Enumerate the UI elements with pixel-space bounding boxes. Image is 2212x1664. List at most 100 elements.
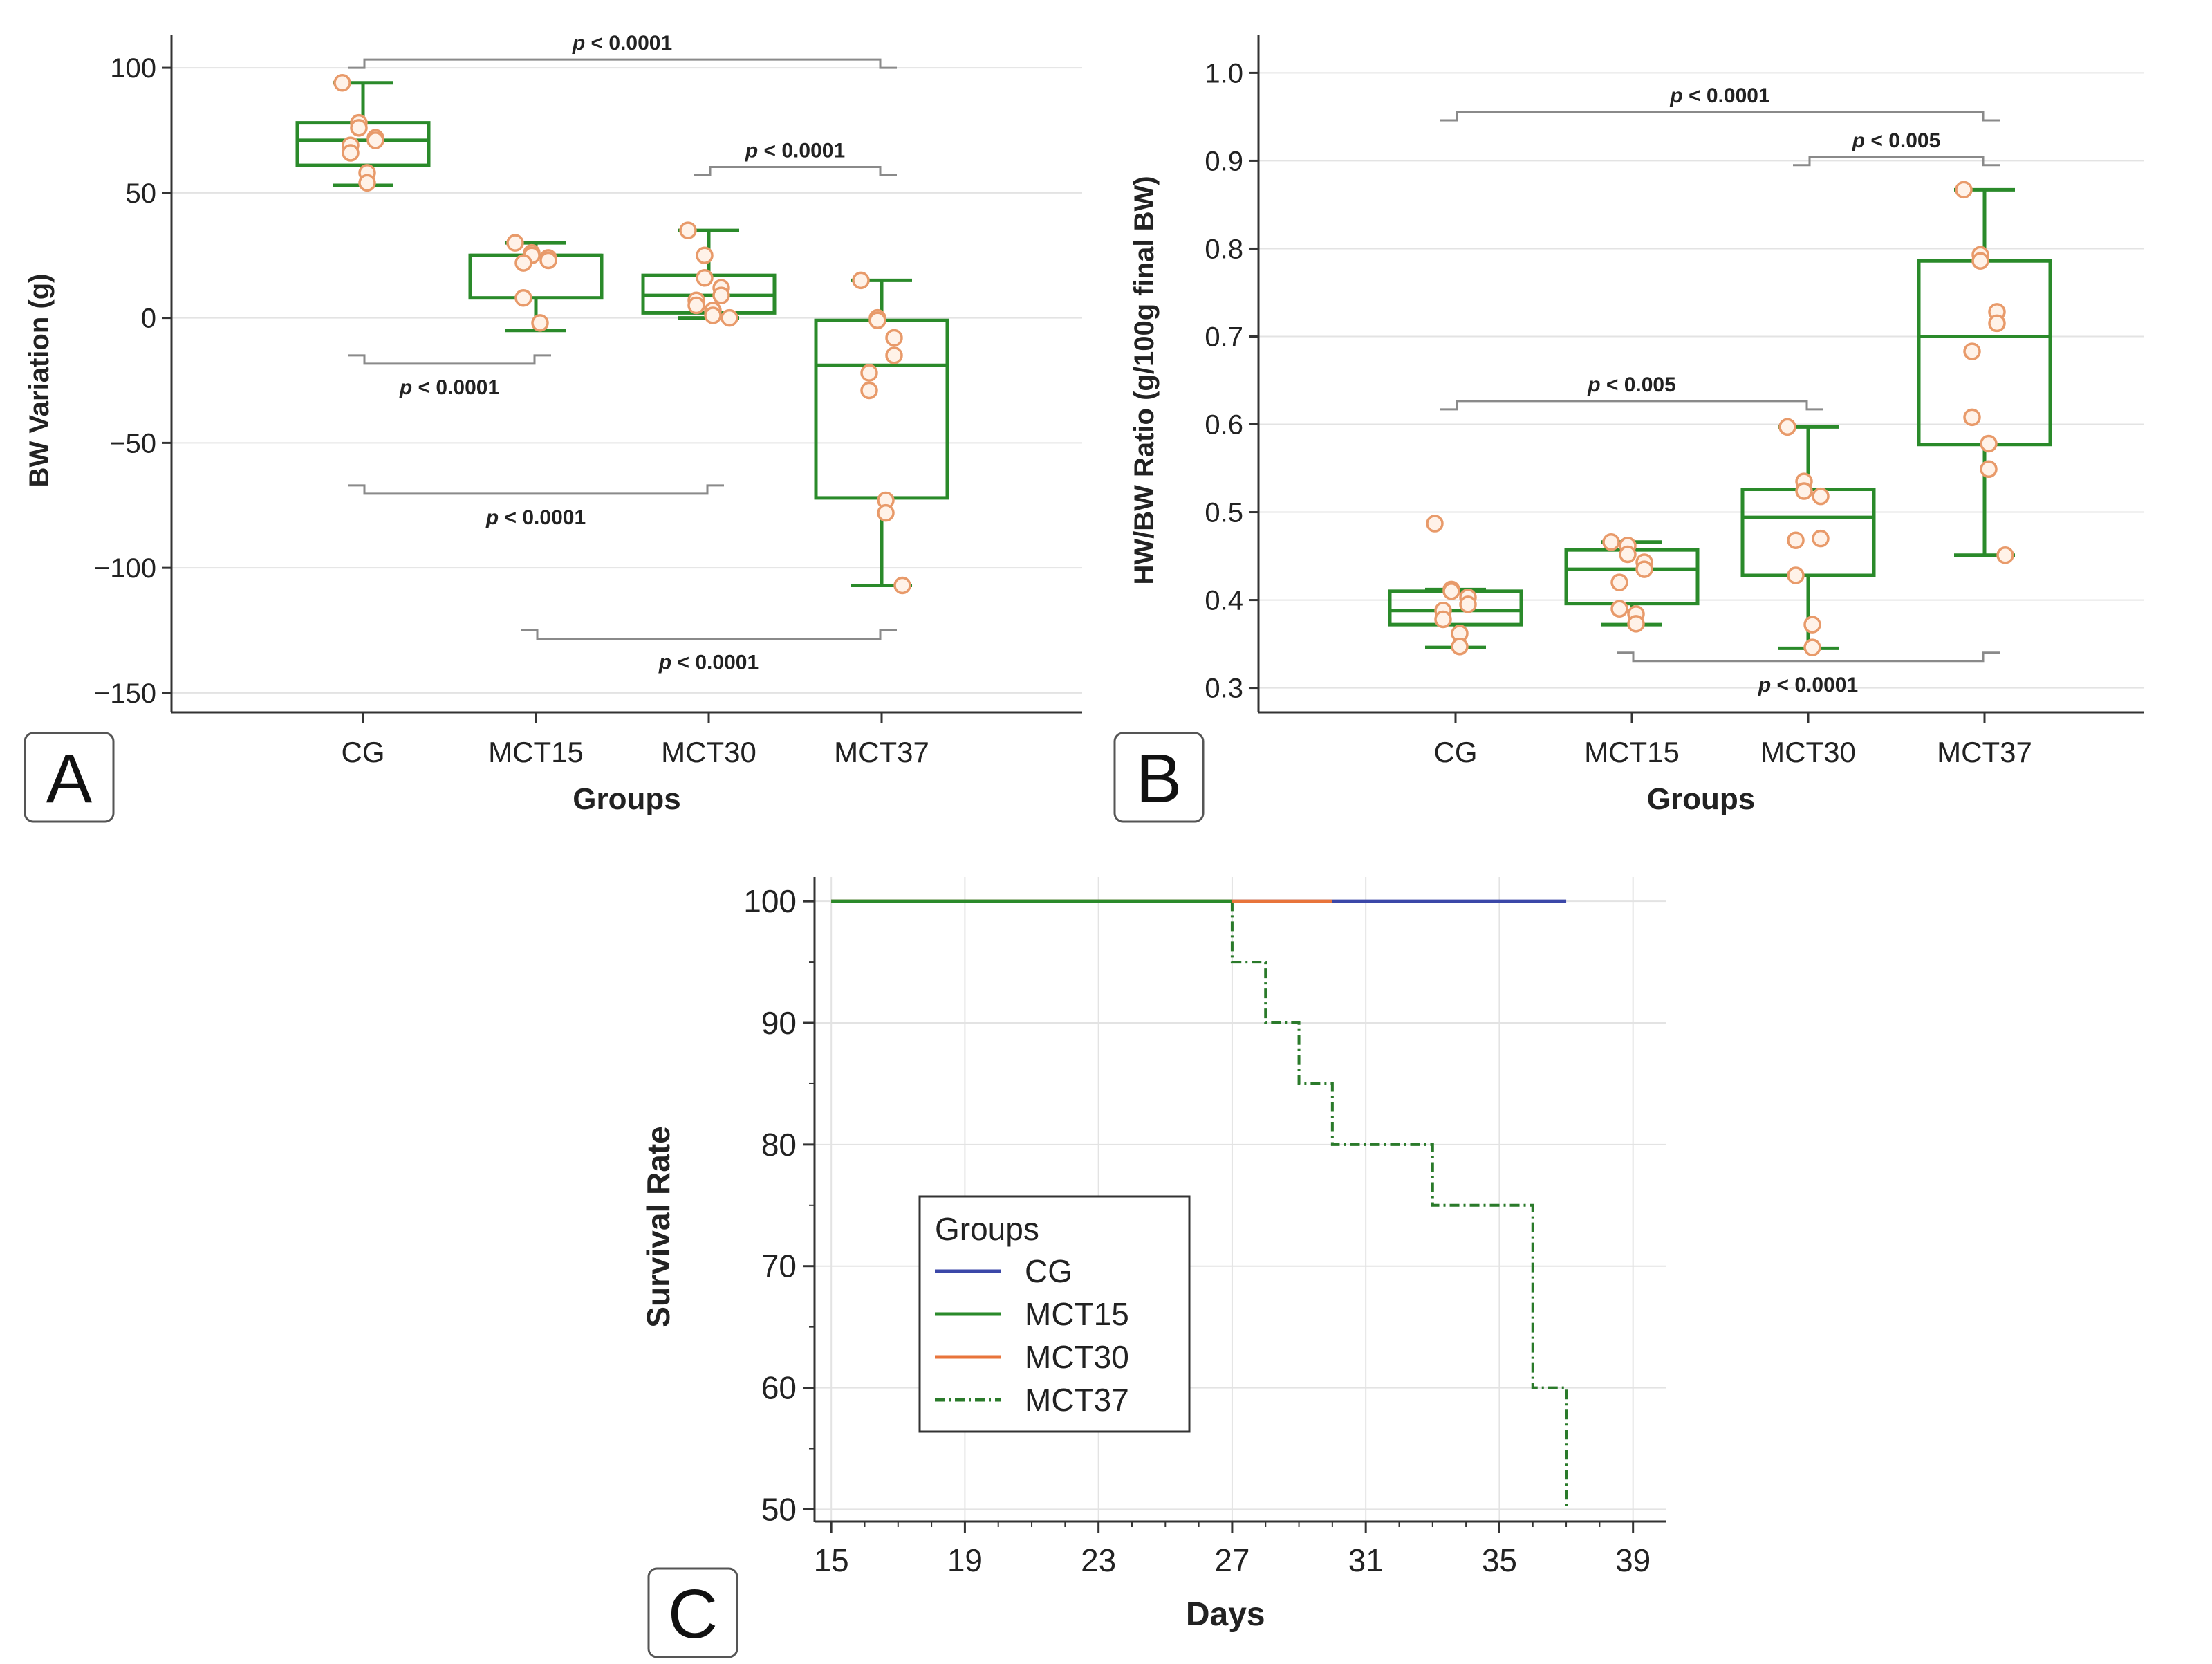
- y-tick-label: 0: [141, 304, 156, 334]
- data-point: [333, 74, 351, 92]
- data-point: [1627, 615, 1645, 633]
- x-tick-label: 39: [1615, 1542, 1651, 1578]
- data-point: [1812, 529, 1830, 548]
- x-tick-label: MCT15: [488, 736, 584, 768]
- p-value-label: p < 0.005: [1587, 373, 1676, 396]
- y-tick-label: 0.3: [1205, 674, 1243, 704]
- data-point: [877, 503, 895, 522]
- y-tick-label: 0.7: [1205, 322, 1243, 352]
- x-tick-label: MCT15: [1584, 736, 1680, 768]
- panel-letter-box: [647, 1567, 738, 1658]
- data-point: [1980, 434, 1998, 453]
- data-point: [1803, 616, 1821, 634]
- p-value: < 0.0001: [678, 651, 759, 674]
- data-point: [687, 296, 705, 315]
- panel-letter-badge: B: [1113, 732, 1205, 823]
- data-point: [1955, 181, 1973, 199]
- box-mct15: [468, 234, 604, 333]
- p-value-label: p < 0.0001: [1758, 674, 1858, 696]
- data-point: [1996, 546, 2014, 564]
- panel-a: 100 50 0 −50 −100 −150 CG MCT15 MCT30 MCT37 Groups…: [24, 32, 1082, 823]
- data-point: [1980, 460, 1998, 479]
- data-point: [1426, 515, 1444, 533]
- x-tick-label: 31: [1348, 1542, 1384, 1578]
- data-point: [358, 174, 376, 192]
- data-point: [514, 254, 532, 272]
- data-point: [1610, 573, 1628, 591]
- p-value-label: p < 0.0001: [485, 506, 586, 529]
- series-line-mct37: [831, 900, 1568, 1510]
- box-mct15: [1564, 533, 1700, 633]
- y-axis-title: BW Variation (g): [24, 274, 55, 488]
- y-axis-title: Survival Rate: [640, 1126, 676, 1327]
- p-value: < 0.0001: [1777, 674, 1859, 696]
- bracket-line: [348, 484, 724, 495]
- data-point: [721, 308, 738, 327]
- bracket-line: [694, 166, 897, 177]
- data-point: [1619, 545, 1637, 564]
- data-point: [1434, 610, 1452, 629]
- comparison-bracket: p < 0.0001: [348, 32, 897, 69]
- comparison-bracket: p < 0.005: [1793, 129, 2000, 167]
- data-point: [1787, 566, 1805, 584]
- panel-letter-badge: A: [24, 732, 115, 823]
- data-point: [712, 286, 730, 304]
- x-tick-label: CG: [342, 736, 385, 768]
- x-tick-label: MCT37: [834, 736, 929, 768]
- p-symbol: p: [572, 32, 591, 55]
- box-mct30: [1740, 418, 1876, 656]
- data-point: [1635, 560, 1653, 578]
- y-axis-title: HW/BW Ratio (g/100g final BW): [1129, 176, 1160, 584]
- data-point: [860, 364, 878, 382]
- bracket-line: [1793, 156, 2000, 167]
- data-point: [1795, 482, 1813, 500]
- data-point: [1971, 252, 1989, 270]
- p-symbol: p: [1852, 129, 1871, 152]
- x-axis-title: Groups: [1647, 782, 1755, 816]
- y-tick-label: 0.4: [1205, 586, 1243, 616]
- box-iqr: [814, 318, 949, 500]
- x-tick-label: 19: [947, 1542, 983, 1578]
- p-value-label: p < 0.0001: [572, 32, 672, 55]
- panel-letter-box: [24, 732, 115, 823]
- comparison-bracket: p < 0.0001: [521, 629, 897, 674]
- bracket-line: [1617, 651, 2000, 663]
- p-value-label: p < 0.0001: [658, 651, 759, 674]
- p-value: < 0.0001: [1689, 84, 1770, 107]
- x-tick-label: 35: [1482, 1542, 1517, 1578]
- comparison-bracket: p < 0.0001: [1617, 651, 2000, 696]
- bracket-line: [348, 58, 897, 69]
- p-value: < 0.0001: [505, 506, 586, 529]
- y-tick-label: 0.9: [1205, 146, 1243, 176]
- y-tick-label: 1.0: [1205, 58, 1243, 89]
- y-tick-label: 100: [743, 883, 797, 919]
- data-point: [1963, 342, 1981, 360]
- data-point: [696, 246, 714, 264]
- x-tick-label: 15: [814, 1542, 849, 1578]
- box-mct37: [1917, 181, 2052, 564]
- legend-label-mct30: MCT30: [1025, 1339, 1129, 1375]
- bracket-line: [1440, 111, 2000, 122]
- data-point: [506, 234, 524, 252]
- panel-b: 1.0 0.9 0.8 0.7 0.6 0.5 0.4 0.3 CG MCT15 MCT30 MCT3…: [1113, 35, 2144, 823]
- panel-letter-box: [1113, 732, 1205, 823]
- p-symbol: p: [1587, 373, 1606, 396]
- data-point: [366, 131, 384, 149]
- data-point: [1803, 638, 1821, 656]
- x-axis-title: Groups: [573, 782, 680, 816]
- p-value: < 0.0001: [591, 32, 673, 55]
- y-tick-label: 60: [761, 1370, 797, 1406]
- y-tick-label: 70: [761, 1248, 797, 1284]
- y-tick-label: 0.6: [1205, 410, 1243, 441]
- data-point: [531, 314, 549, 332]
- data-point: [1602, 533, 1620, 551]
- data-point: [679, 221, 697, 239]
- bracket-line: [521, 629, 897, 640]
- p-symbol: p: [485, 506, 505, 529]
- data-point: [852, 271, 870, 290]
- box-cg: [1388, 515, 1523, 656]
- data-point: [704, 306, 722, 324]
- p-value-label: p < 0.0001: [399, 376, 499, 399]
- p-symbol: p: [658, 651, 678, 674]
